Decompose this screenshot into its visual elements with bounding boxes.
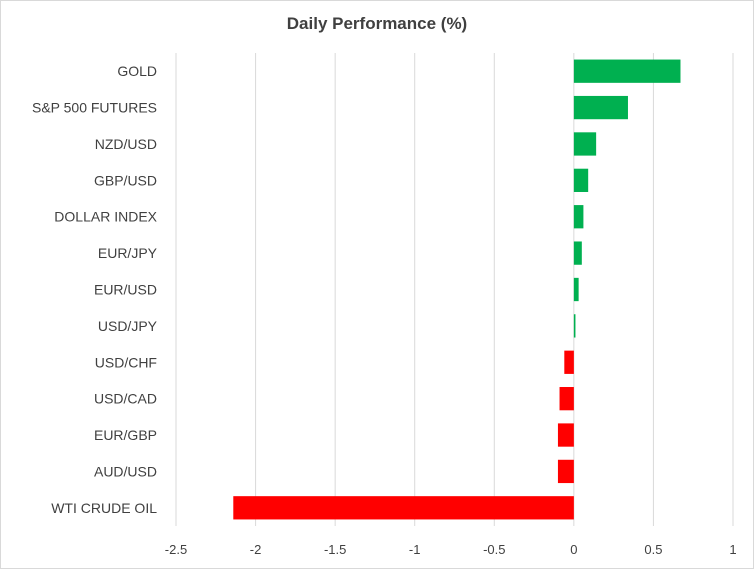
category-label: EUR/JPY <box>98 245 158 261</box>
category-label: EUR/USD <box>94 282 157 298</box>
x-tick-label: 0.5 <box>644 542 662 557</box>
bar <box>557 459 574 484</box>
x-tick-label: 0 <box>570 542 577 557</box>
bar <box>559 387 574 411</box>
bar <box>573 314 576 338</box>
category-label: AUD/USD <box>94 463 157 479</box>
gridlines <box>175 53 734 526</box>
bar <box>573 59 681 83</box>
bar <box>233 496 574 520</box>
bar <box>564 350 574 374</box>
category-labels: GOLD S&P 500 FUTURES NZD/USD GBP/USD DOLLAR … <box>32 63 158 516</box>
bar <box>557 423 574 447</box>
chart-title: Daily Performance (%) <box>287 14 467 33</box>
bar <box>573 132 597 156</box>
bars <box>233 59 681 520</box>
category-label: WTI CRUDE OIL <box>51 500 157 516</box>
category-label: USD/JPY <box>98 318 158 334</box>
category-label: GBP/USD <box>94 172 157 188</box>
category-label: NZD/USD <box>95 136 157 152</box>
x-tick-labels: -2.5 -2 -1.5 -1 -0.5 0 0.5 1 <box>165 542 737 557</box>
x-tick-label: -1.5 <box>324 542 346 557</box>
category-label: DOLLAR INDEX <box>54 209 157 225</box>
category-label: USD/CHF <box>95 354 157 370</box>
bar <box>573 205 584 229</box>
x-tick-label: 1 <box>729 542 736 557</box>
category-label: USD/CAD <box>94 391 157 407</box>
bar <box>573 241 582 265</box>
bar <box>573 277 579 302</box>
x-tick-label: -2.5 <box>165 542 187 557</box>
x-tick-label: -0.5 <box>483 542 505 557</box>
category-label: GOLD <box>117 63 157 79</box>
x-tick-label: -1 <box>409 542 421 557</box>
category-label: S&P 500 FUTURES <box>32 100 157 116</box>
bar <box>573 95 628 120</box>
bar <box>573 168 589 192</box>
category-label: EUR/GBP <box>94 427 157 443</box>
x-tick-label: -2 <box>250 542 262 557</box>
